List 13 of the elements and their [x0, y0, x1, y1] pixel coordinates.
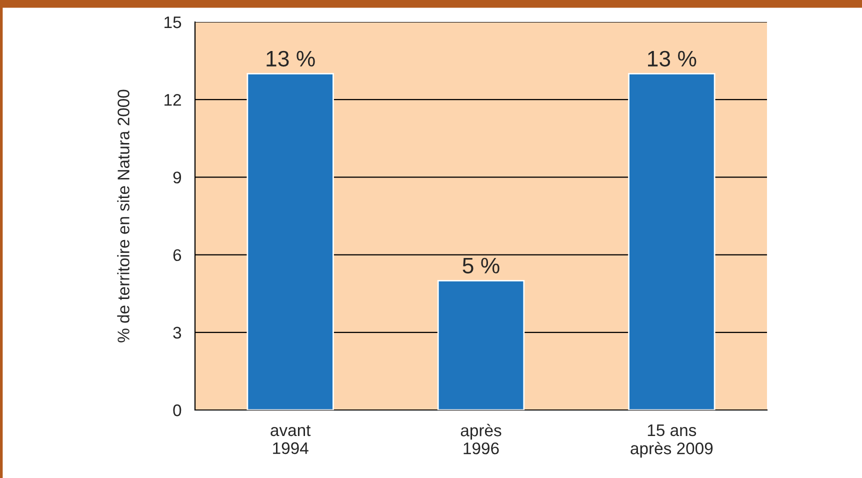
data-label: 13 %	[648, 50, 696, 67]
y-tick-label: 15	[164, 16, 182, 28]
y-tick-label: 6	[173, 249, 182, 262]
x-tick-label: 15 ans après 2009	[630, 424, 713, 458]
y-tick-label: 0	[173, 404, 182, 416]
y-axis-title: % de territoire en site Natura 2000	[117, 90, 130, 342]
y-tick-label: 3	[173, 326, 182, 339]
y-tick-label: 9	[173, 172, 182, 184]
x-tick-label: après 1996	[460, 424, 502, 454]
x-tick-label: avant 1994	[270, 425, 311, 454]
data-label: 5 %	[462, 258, 500, 274]
data-label: 13 %	[266, 50, 315, 67]
y-tick-label: 12	[164, 94, 181, 106]
